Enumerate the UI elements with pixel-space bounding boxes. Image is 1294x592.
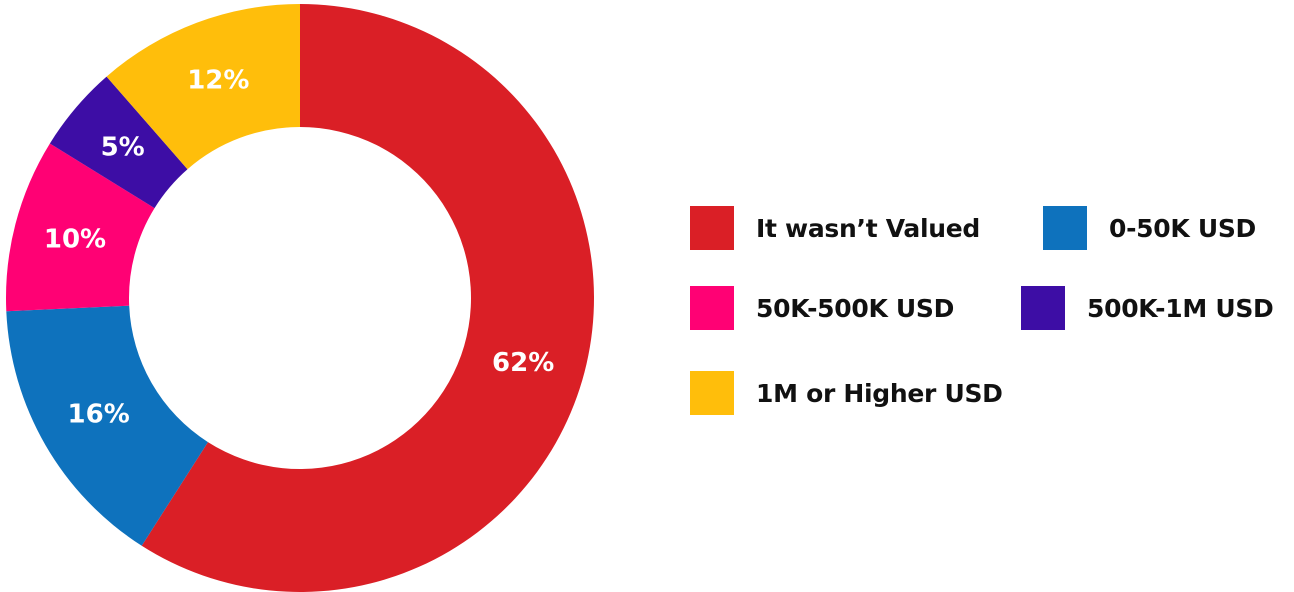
slice-label-500k-1m-usd: 5% xyxy=(101,133,145,163)
slice-labels: 62% 16% 10% 5% 12% xyxy=(44,65,554,429)
slice-label-0-50k-usd: 16% xyxy=(68,399,130,429)
slice-0-50k-usd xyxy=(6,305,208,546)
slice-500k-1m-usd xyxy=(49,76,188,209)
slice-label-it-wasn-t-valued: 62% xyxy=(492,348,554,378)
slice-it-wasn-t-valued xyxy=(141,4,595,592)
slice-50k-500k-usd xyxy=(6,143,155,312)
donut-slices xyxy=(6,4,595,592)
slice-label-1m-or-higher-usd: 12% xyxy=(187,65,249,95)
slice-1m-or-higher-usd xyxy=(106,4,301,170)
slice-label-50k-500k-usd: 10% xyxy=(44,225,106,255)
